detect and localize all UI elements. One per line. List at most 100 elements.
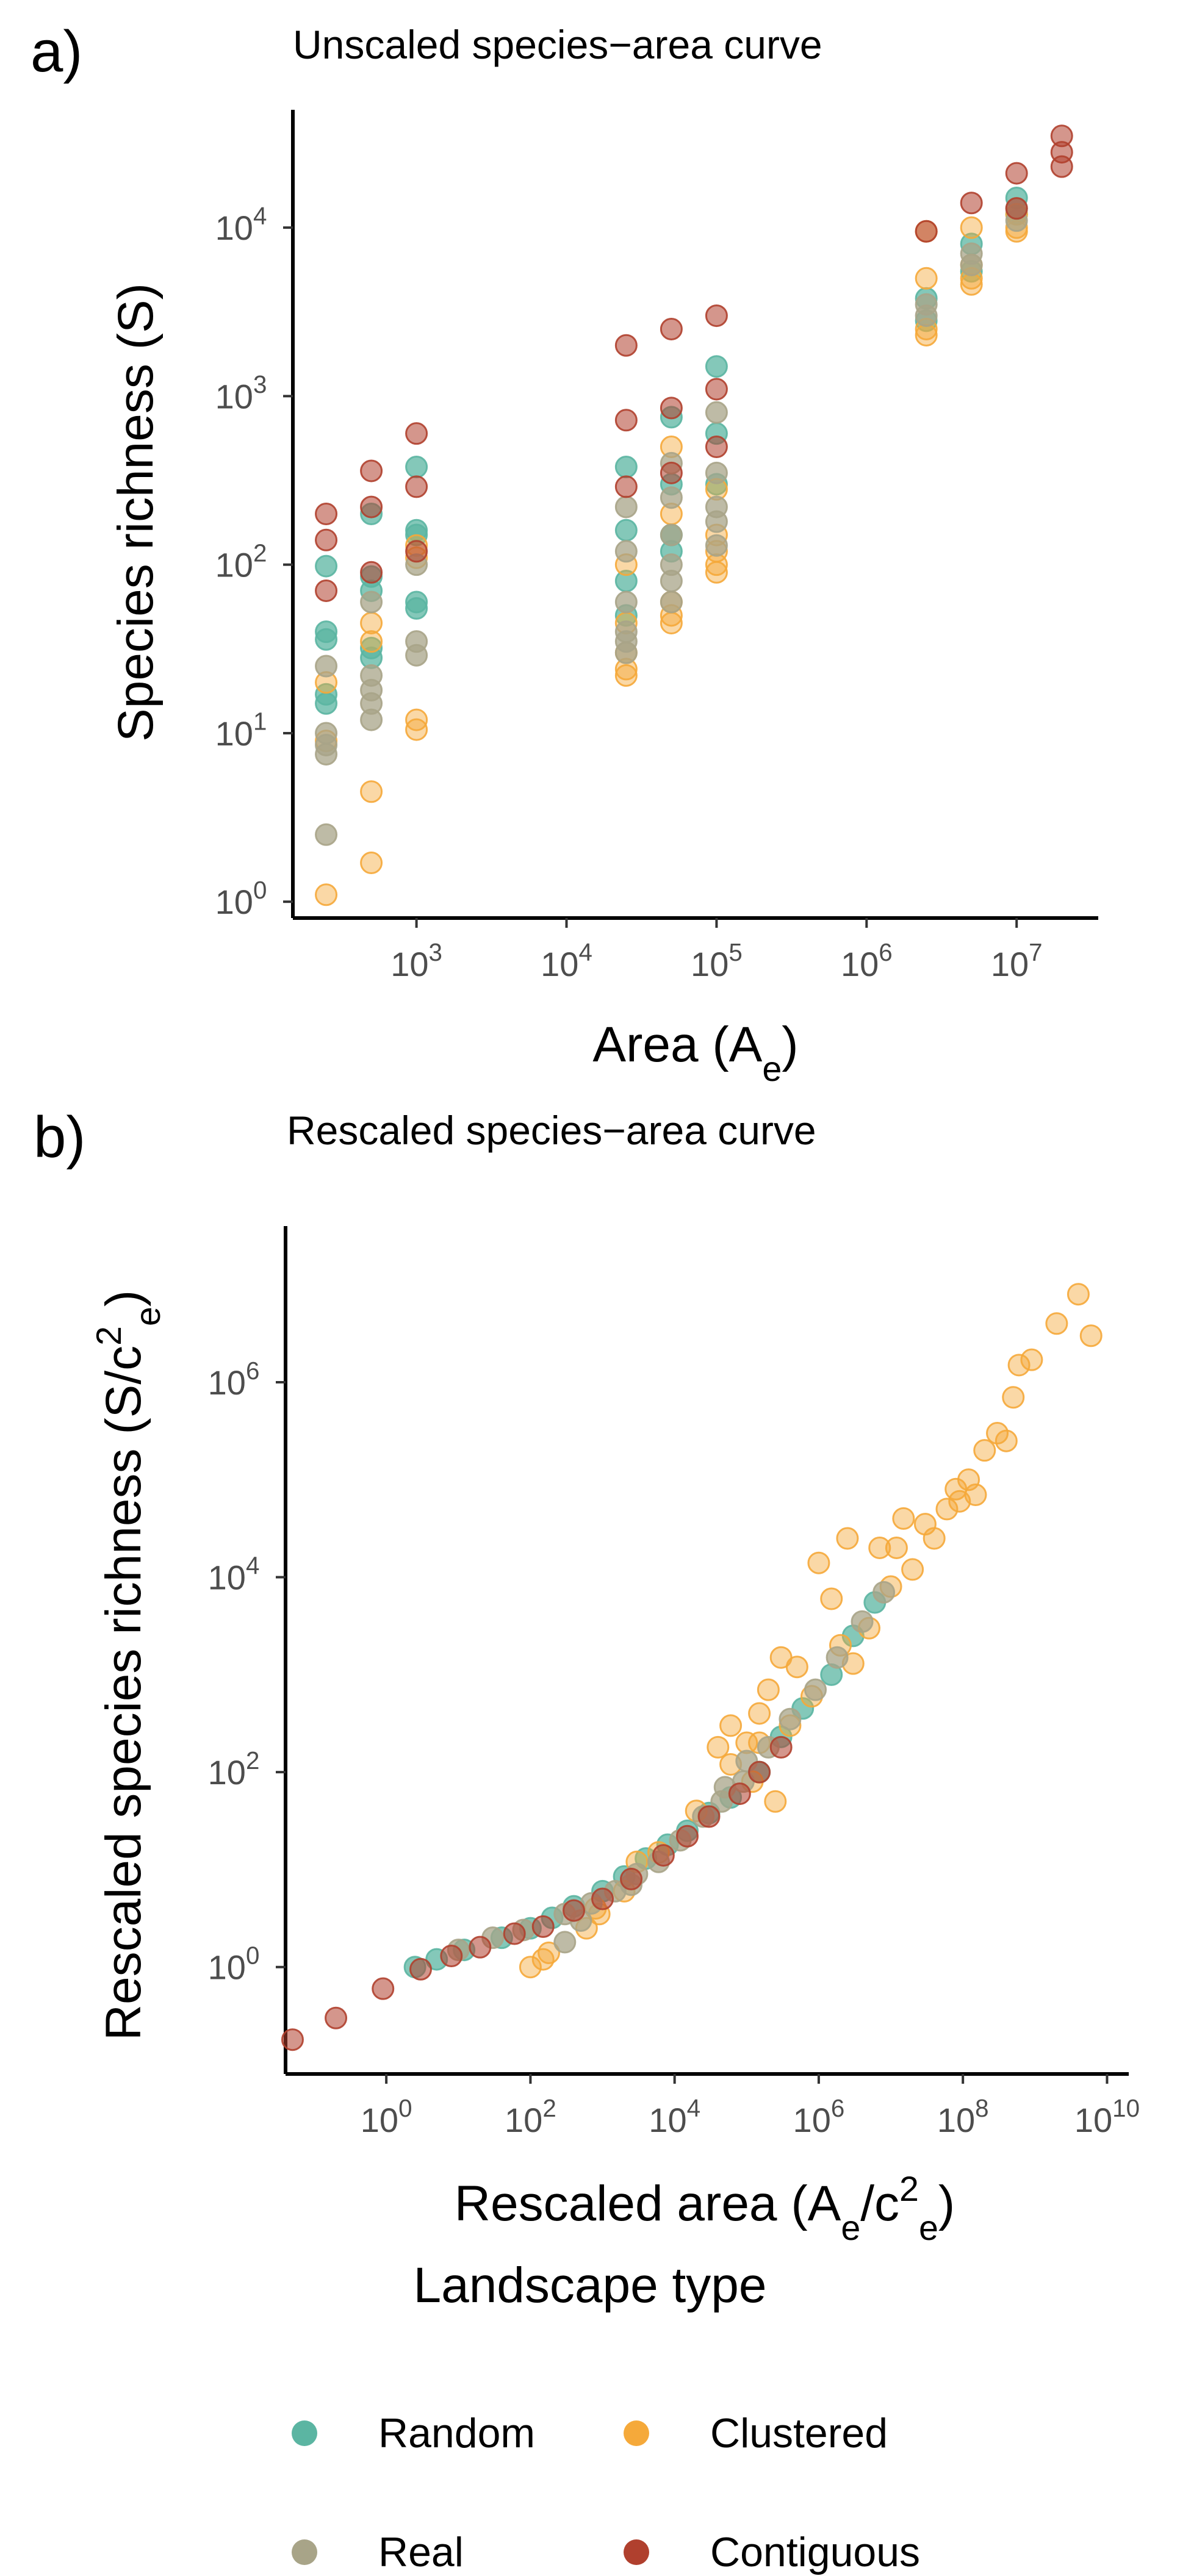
data-point-contiguous bbox=[360, 495, 383, 518]
x-tick-label: 104 bbox=[649, 2094, 700, 2139]
data-point-clustered bbox=[892, 1507, 915, 1530]
data-point-real bbox=[315, 823, 338, 846]
data-point-clustered bbox=[360, 852, 383, 875]
data-point-clustered bbox=[1045, 1312, 1068, 1335]
data-point-clustered bbox=[360, 611, 383, 634]
panel-b-letter: b) bbox=[34, 1105, 86, 1170]
data-point-contiguous bbox=[620, 1867, 643, 1890]
legend-item-real: Real bbox=[292, 2528, 464, 2576]
legend-dot-clustered bbox=[624, 2420, 649, 2446]
data-point-clustered bbox=[986, 1422, 1009, 1445]
chart-b: 100 102 104 106 108 1010 100 102 104 106 Rescaled … bbox=[90, 1226, 1140, 2245]
panel-a-letter: a) bbox=[31, 19, 83, 84]
data-point-clustered bbox=[405, 708, 428, 731]
data-point-clustered bbox=[785, 1656, 808, 1679]
data-point-clustered bbox=[836, 1527, 859, 1550]
data-point-real bbox=[851, 1610, 874, 1633]
data-point-contiguous bbox=[360, 561, 383, 584]
data-point-contiguous bbox=[325, 2006, 348, 2029]
legend-label-real: Real bbox=[378, 2529, 464, 2575]
data-point-contiguous bbox=[591, 1887, 614, 1910]
data-point-real bbox=[660, 486, 683, 509]
x-tick-label: 1010 bbox=[1074, 2094, 1140, 2139]
x-tick-label: 100 bbox=[361, 2094, 412, 2139]
legend-label-contiguous: Contiguous bbox=[710, 2529, 921, 2575]
data-point-contiguous bbox=[728, 1782, 751, 1806]
data-point-clustered bbox=[901, 1558, 924, 1581]
data-point-contiguous bbox=[469, 1936, 492, 1959]
data-point-clustered bbox=[1079, 1324, 1103, 1347]
data-point-random bbox=[705, 355, 728, 378]
data-point-contiguous bbox=[405, 540, 428, 563]
data-point-clustered bbox=[944, 1477, 968, 1501]
data-point-clustered bbox=[915, 267, 938, 290]
data-point-real bbox=[614, 590, 638, 614]
data-point-clustered bbox=[315, 883, 338, 906]
data-point-real bbox=[614, 540, 638, 563]
data-point-random bbox=[614, 455, 638, 478]
data-point-contiguous bbox=[1005, 162, 1028, 185]
x-tick-label: 108 bbox=[937, 2094, 989, 2139]
data-point-clustered bbox=[960, 216, 983, 239]
data-point-contiguous bbox=[360, 459, 383, 483]
data-point-contiguous bbox=[315, 528, 338, 551]
data-point-contiguous bbox=[614, 475, 638, 498]
data-point-clustered bbox=[360, 780, 383, 803]
data-point-real bbox=[614, 620, 638, 644]
data-point-contiguous bbox=[769, 1735, 793, 1759]
data-point-contiguous bbox=[440, 1945, 463, 1968]
data-point-clustered bbox=[1020, 1348, 1043, 1371]
x-axis-label-b: Rescaled area (Ae/c2e) bbox=[455, 2170, 955, 2245]
data-point-random bbox=[405, 455, 428, 478]
data-point-real bbox=[804, 1678, 827, 1701]
data-point-clustered bbox=[964, 1484, 987, 1507]
data-point-clustered bbox=[360, 630, 383, 653]
y-tick-label: 100 bbox=[215, 876, 267, 921]
y-tick-label: 102 bbox=[215, 539, 267, 584]
y-tick-label: 102 bbox=[208, 1746, 260, 1792]
data-point-random bbox=[614, 518, 638, 542]
data-point-random bbox=[315, 628, 338, 651]
data-point-real bbox=[553, 1931, 577, 1954]
data-point-contiguous bbox=[660, 461, 683, 484]
y-axis-label-b: Rescaled species richness (S/c2e) bbox=[90, 1290, 168, 2041]
data-point-real bbox=[826, 1646, 849, 1669]
data-point-real bbox=[705, 495, 728, 518]
data-point-contiguous bbox=[705, 436, 728, 459]
data-point-contiguous bbox=[614, 334, 638, 357]
data-point-clustered bbox=[614, 664, 638, 687]
data-point-clustered bbox=[868, 1536, 891, 1559]
x-tick-label: 106 bbox=[793, 2094, 845, 2139]
data-point-clustered bbox=[995, 1429, 1018, 1452]
x-tick-label: 105 bbox=[691, 938, 743, 983]
data-point-clustered bbox=[538, 1941, 561, 1964]
data-point-contiguous bbox=[675, 1824, 699, 1848]
data-point-clustered bbox=[748, 1702, 771, 1725]
legend-item-clustered: Clustered bbox=[624, 2409, 888, 2457]
data-point-random bbox=[405, 597, 428, 620]
data-point-contiguous bbox=[915, 220, 938, 243]
data-point-clustered bbox=[935, 1498, 959, 1521]
data-point-contiguous bbox=[315, 503, 338, 525]
legend-item-random: Random bbox=[292, 2409, 535, 2457]
data-point-contiguous bbox=[372, 1977, 395, 2000]
data-point-clustered bbox=[1007, 1354, 1031, 1377]
data-point-contiguous bbox=[1005, 197, 1028, 220]
data-point-clustered bbox=[1067, 1283, 1090, 1306]
data-point-contiguous bbox=[697, 1805, 721, 1828]
data-point-contiguous bbox=[660, 317, 683, 340]
data-point-clustered bbox=[707, 1735, 730, 1759]
data-point-clustered bbox=[1002, 1386, 1025, 1409]
legend-dot-real bbox=[292, 2539, 317, 2565]
data-point-real bbox=[779, 1707, 802, 1731]
data-point-clustered bbox=[519, 1956, 542, 1979]
data-point-clustered bbox=[923, 1527, 946, 1550]
data-point-real bbox=[705, 461, 728, 484]
data-point-real bbox=[660, 590, 683, 614]
data-point-real bbox=[915, 293, 938, 316]
legend-title: Landscape type bbox=[413, 2258, 767, 2313]
data-point-contiguous bbox=[281, 2028, 304, 2051]
y-tick-label: 101 bbox=[215, 708, 267, 753]
data-point-contiguous bbox=[409, 1957, 433, 1981]
data-point-real bbox=[360, 590, 383, 614]
